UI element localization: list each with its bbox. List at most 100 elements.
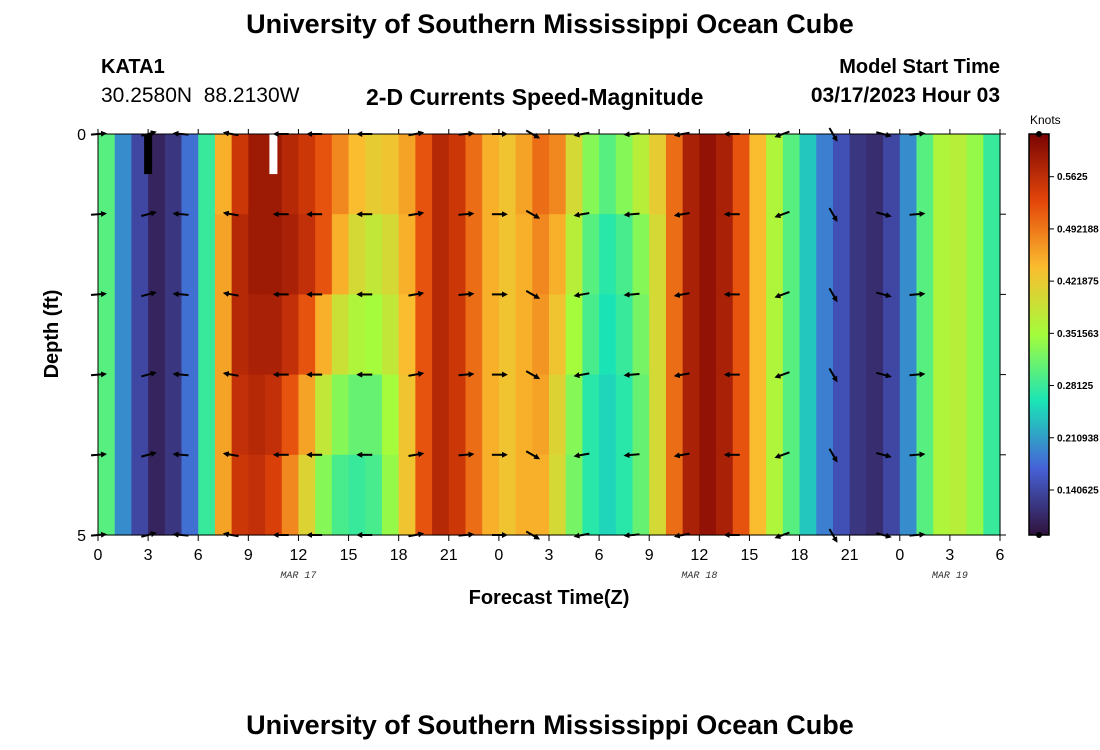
heatmap-cell (699, 134, 717, 215)
heatmap-cell (582, 294, 600, 376)
heatmap-cell (415, 374, 433, 456)
heatmap-cell (331, 294, 350, 376)
date-label: MAR 18 (681, 571, 717, 582)
x-tick-label: 15 (340, 547, 358, 564)
date-labels: MAR 17 MAR 18 MAR 19 (280, 571, 967, 582)
heatmap-cell (549, 454, 567, 536)
heatmap-cell (665, 294, 684, 376)
colorbar-tick-label: 0.140625 (1057, 485, 1099, 496)
heatmap-cell (816, 294, 834, 376)
station-coordinates: 30.2580N 88.2130W (101, 84, 300, 107)
model-start-value: 03/17/2023 Hour 03 (810, 84, 1000, 107)
heatmap-cell (148, 134, 166, 215)
heatmap-cell (214, 214, 233, 295)
current-arrow (525, 450, 541, 460)
heatmap-cell (732, 214, 751, 295)
model-start-label: Model Start Time (839, 56, 1000, 78)
current-arrow (774, 291, 790, 299)
current-arrow (573, 452, 590, 459)
heatmap-cell (148, 374, 166, 456)
heatmap-cell (966, 454, 984, 536)
heatmap-cell (582, 454, 600, 536)
heatmap-cell (933, 454, 951, 536)
x-tick-label: 12 (690, 547, 708, 564)
heatmap-cell (749, 134, 767, 215)
heatmap-cell (432, 454, 450, 536)
x-axis-title: Forecast Time(Z) (469, 587, 630, 609)
heatmap-cell (766, 294, 784, 376)
current-arrow (525, 290, 541, 299)
current-arrow (172, 371, 189, 378)
heatmap-cell (281, 294, 300, 376)
heatmap-cell (532, 454, 550, 536)
heatmap-cell (749, 294, 767, 376)
heatmap-cell (916, 374, 934, 456)
colorbar-tick-label: 0.421875 (1057, 277, 1099, 288)
heatmap-cell (949, 294, 968, 376)
heatmap-cell (849, 214, 867, 295)
heatmap-cell (131, 294, 149, 376)
heatmap-cell (181, 134, 199, 215)
heatmap-cell (114, 374, 132, 456)
heatmap-cell (198, 294, 216, 376)
heatmap-cell (515, 454, 533, 536)
heatmap-cell (482, 374, 500, 456)
heatmap-cell (148, 214, 166, 295)
current-arrow (909, 291, 926, 298)
x-axis: 0 3 6 9 12 15 18 21 0 3 6 9 12 15 18 21 0 3 6 (94, 129, 1005, 564)
heatmap-cell (498, 134, 517, 215)
current-arrow (623, 211, 640, 218)
heatmap-cell (599, 294, 617, 376)
heatmap-cell (398, 374, 416, 456)
heatmap-cell (465, 294, 483, 376)
heatmap-cell (615, 214, 634, 295)
heatmap-cell (498, 374, 517, 456)
heatmap-cell (849, 134, 867, 215)
current-arrow (774, 451, 790, 459)
heatmap-cell (131, 454, 149, 536)
colorbar-tick-label: 0.5625 (1057, 172, 1088, 183)
station-id: KATA1 (101, 56, 165, 78)
heatmap-cell (432, 294, 450, 376)
current-arrow (525, 370, 541, 380)
heatmap-cell (799, 214, 817, 295)
heatmap-cell (549, 134, 567, 215)
current-arrow (458, 291, 475, 298)
current-arrow (141, 210, 157, 217)
current-arrow (458, 451, 475, 458)
current-arrow (828, 448, 838, 463)
heatmap-cell (716, 214, 734, 295)
heatmap-cell (749, 454, 767, 536)
heatmap-cell (665, 134, 684, 215)
heatmap-cell (315, 454, 333, 536)
x-tick-label: 6 (996, 547, 1005, 564)
current-arrow (222, 451, 239, 458)
x-tick-label: 21 (841, 547, 859, 564)
heatmap-cell (231, 374, 249, 456)
footer-title: University of Southern Mississippi Ocean… (246, 710, 854, 740)
heatmap-cell (916, 214, 934, 295)
current-arrow (828, 287, 838, 303)
x-tick-label: 12 (290, 547, 308, 564)
heatmap-cell (883, 294, 901, 376)
heatmap-cell (916, 454, 934, 536)
heatmap-cell (782, 214, 801, 295)
heatmap-cell (432, 134, 450, 215)
current-arrow (774, 371, 790, 379)
heatmap-cell (214, 374, 233, 456)
heatmap-cell (565, 454, 583, 536)
heatmap-cell (114, 294, 132, 376)
heatmap-cell (448, 294, 467, 376)
x-tick-label: 3 (945, 547, 954, 564)
heatmap-cell (665, 374, 684, 456)
heatmap-cell (114, 134, 132, 215)
heatmap-cell (181, 214, 199, 295)
current-arrow (458, 210, 475, 217)
current-arrow (573, 211, 590, 218)
heatmap-cell (682, 454, 700, 536)
heatmap-cell (665, 214, 684, 295)
heatmap-cell (983, 134, 1001, 215)
x-tick-label: 18 (791, 547, 809, 564)
heatmap-cell (415, 454, 433, 536)
